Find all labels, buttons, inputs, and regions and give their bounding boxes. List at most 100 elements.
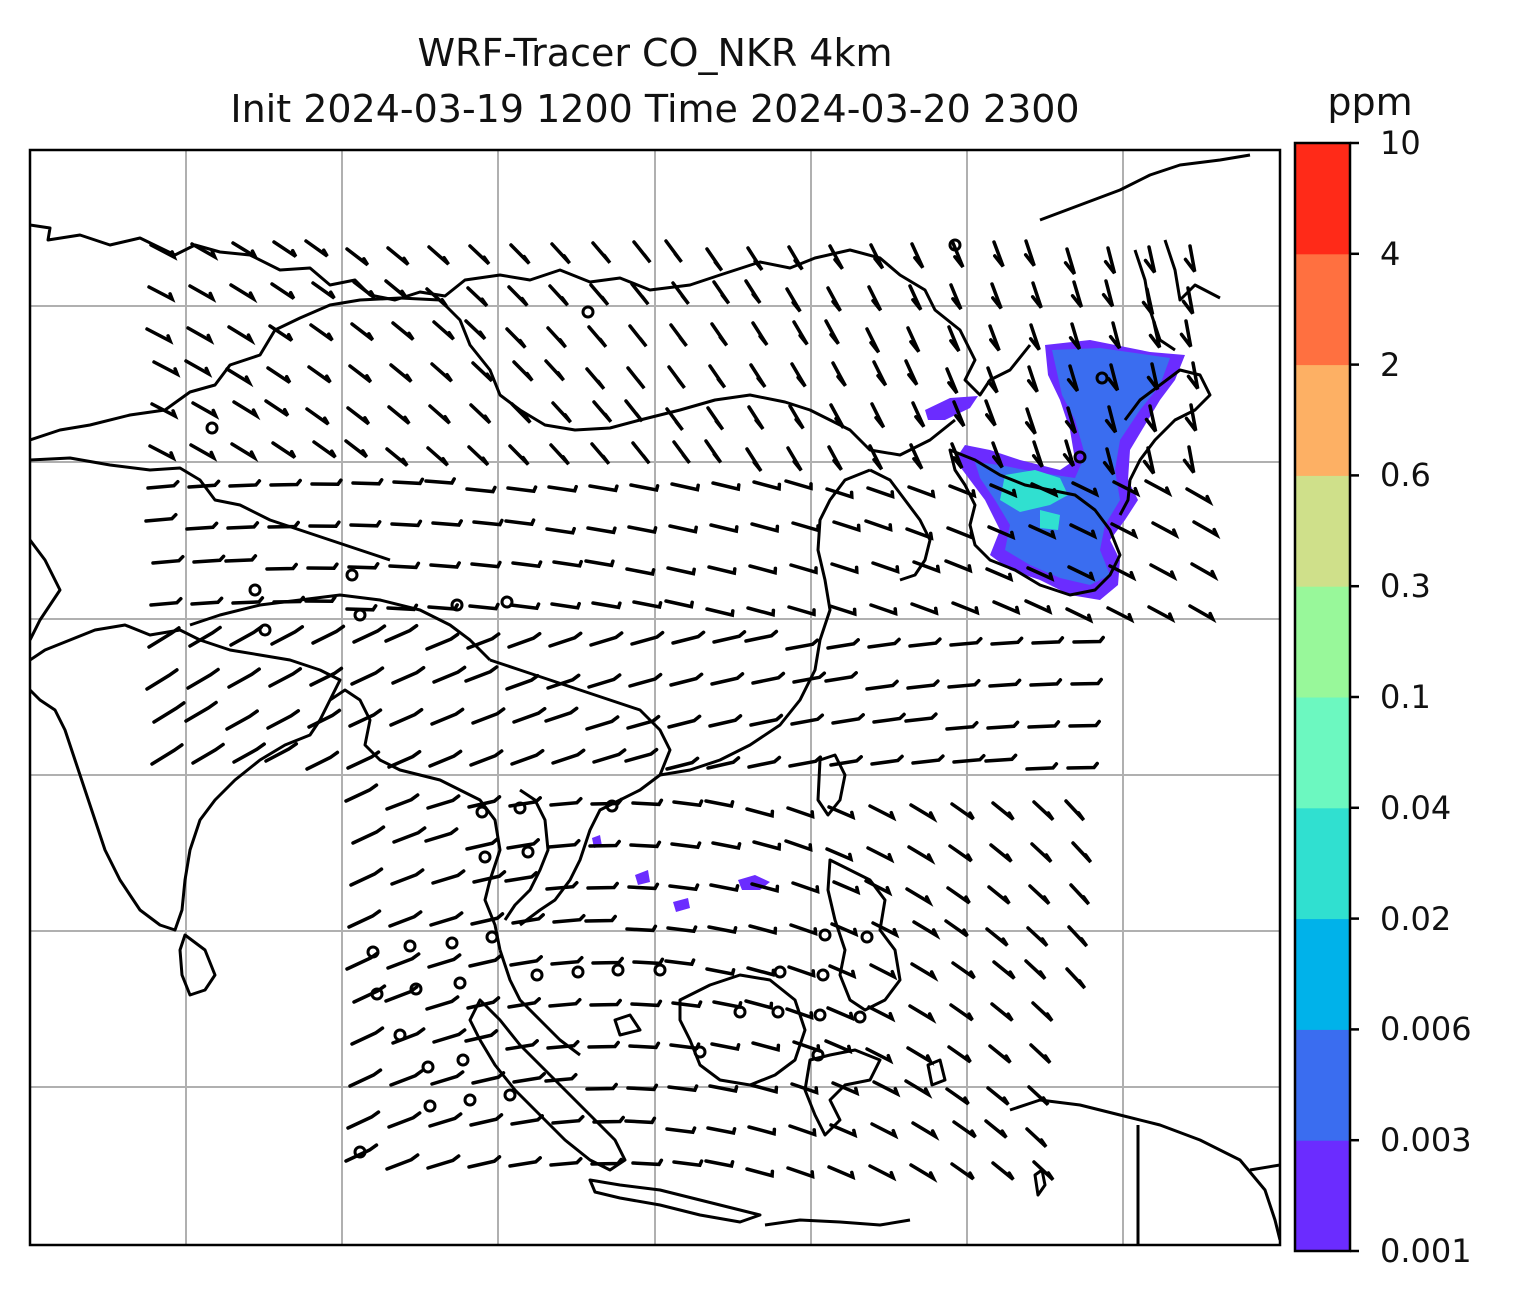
wind-barb bbox=[264, 742, 299, 763]
wind-barb bbox=[1101, 279, 1115, 308]
wind-barb bbox=[189, 443, 218, 462]
wind-barb bbox=[1066, 364, 1080, 392]
wind-barb bbox=[1064, 406, 1078, 434]
wind-barb bbox=[392, 477, 425, 486]
wind-barb bbox=[471, 1071, 506, 1085]
colorbar-tick-label: 0.1 bbox=[1380, 678, 1431, 716]
wind-barb bbox=[512, 360, 534, 382]
wind-barb bbox=[985, 567, 1014, 583]
wind-barb bbox=[509, 602, 541, 611]
calm-circle bbox=[393, 1028, 407, 1042]
wind-barb bbox=[665, 407, 684, 431]
wind-barb bbox=[824, 319, 840, 345]
wind-barb bbox=[588, 839, 621, 848]
calm-circle bbox=[463, 1093, 477, 1107]
wind-barb bbox=[946, 526, 975, 541]
wind-barb bbox=[1184, 403, 1198, 432]
wind-barb bbox=[949, 1003, 974, 1022]
plume-mid-northeast bbox=[975, 348, 1170, 585]
wind-barb bbox=[829, 755, 863, 767]
wind-barb bbox=[1023, 239, 1036, 267]
wind-barb bbox=[272, 240, 298, 258]
wind-barb bbox=[905, 887, 934, 907]
wind-barb bbox=[429, 561, 461, 569]
wind-barb bbox=[707, 565, 737, 576]
wind-barb bbox=[951, 601, 980, 616]
wind-barb bbox=[149, 243, 178, 261]
wind-barb bbox=[750, 882, 780, 893]
wind-barb bbox=[145, 327, 174, 345]
plume-patch-3 bbox=[673, 898, 690, 912]
wind-barb bbox=[788, 755, 823, 768]
wind-barb bbox=[992, 240, 1005, 268]
wind-barb bbox=[584, 559, 615, 568]
colorbar-segment bbox=[1295, 697, 1350, 809]
calm-circle bbox=[353, 608, 367, 622]
wind-barb bbox=[748, 564, 778, 575]
wind-barb bbox=[344, 783, 379, 803]
wind-barb bbox=[952, 1120, 977, 1139]
wind-barb bbox=[748, 924, 778, 935]
wind-barb bbox=[1027, 720, 1061, 729]
wind-barb bbox=[507, 631, 542, 649]
wind-barb bbox=[549, 443, 571, 466]
wind-barb bbox=[944, 919, 969, 938]
wind-barb bbox=[432, 665, 467, 684]
wind-barb bbox=[585, 715, 620, 731]
calm-circle bbox=[813, 1008, 827, 1022]
wind-barb bbox=[505, 673, 540, 691]
calm-circle bbox=[409, 982, 423, 996]
wind-barb bbox=[1065, 607, 1094, 624]
wind-barb bbox=[430, 362, 453, 383]
wind-barb bbox=[1069, 523, 1098, 540]
wind-barb bbox=[1026, 926, 1049, 947]
wind-barb bbox=[628, 324, 648, 348]
wind-barb bbox=[786, 806, 815, 820]
wind-barb bbox=[992, 600, 1021, 616]
wind-barb bbox=[1102, 447, 1116, 476]
wind-barb bbox=[667, 1084, 699, 1093]
wind-barb bbox=[229, 625, 263, 647]
wind-barb bbox=[465, 485, 497, 494]
wind-barb bbox=[870, 754, 904, 766]
wind-barb bbox=[425, 632, 460, 651]
wind-barb bbox=[872, 360, 888, 387]
wind-barb bbox=[589, 998, 622, 1007]
wind-barb bbox=[590, 442, 611, 465]
wind-barb bbox=[709, 883, 740, 893]
wind-barb bbox=[992, 960, 1016, 980]
calm-circles bbox=[205, 238, 1109, 1159]
wind-barb bbox=[1065, 967, 1087, 990]
wind-barb bbox=[1148, 320, 1162, 349]
wind-barb bbox=[347, 562, 380, 570]
wind-barb bbox=[264, 399, 290, 417]
wind-barb bbox=[469, 1113, 504, 1127]
wind-barb bbox=[667, 365, 686, 389]
wind-barb bbox=[587, 673, 622, 689]
wind-barb bbox=[392, 826, 427, 844]
wind-barb bbox=[150, 402, 179, 420]
wind-barb bbox=[231, 596, 265, 605]
wind-barb bbox=[627, 525, 658, 535]
wind-barb bbox=[348, 364, 373, 384]
wind-barb bbox=[747, 405, 765, 430]
wind-barb bbox=[426, 446, 449, 467]
wind-barb bbox=[790, 1082, 819, 1096]
wind-barb bbox=[865, 1047, 894, 1065]
wind-barb bbox=[791, 521, 820, 533]
wind-barb bbox=[984, 753, 1018, 763]
wind-barb bbox=[872, 712, 906, 724]
wind-barb bbox=[585, 1082, 618, 1091]
wind-barb bbox=[665, 756, 700, 771]
wind-barb bbox=[868, 1164, 897, 1182]
wind-barb bbox=[545, 526, 576, 535]
wind-barb bbox=[507, 997, 541, 1009]
calm-circle bbox=[370, 987, 384, 1001]
wind-barb bbox=[945, 367, 959, 395]
wind-barb bbox=[386, 603, 419, 612]
wind-barb bbox=[592, 1115, 625, 1124]
wind-barb bbox=[465, 837, 500, 851]
wind-barb bbox=[1026, 365, 1039, 393]
calm-circle bbox=[403, 939, 417, 953]
wind-barb bbox=[990, 1002, 1014, 1022]
